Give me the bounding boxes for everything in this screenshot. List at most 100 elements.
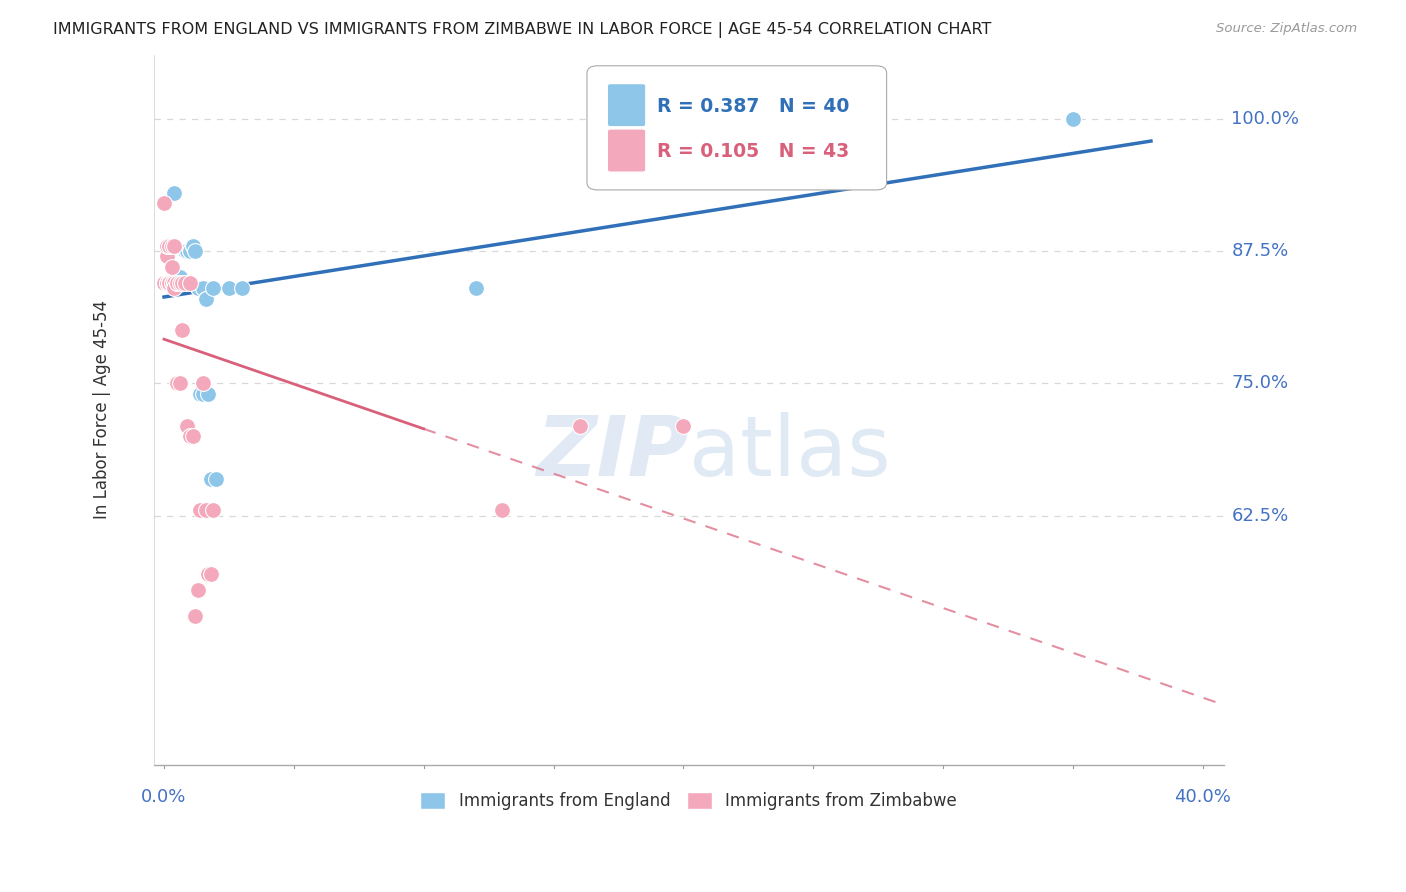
Point [172,276,194,290]
Point [568,418,591,433]
Point [173,244,195,258]
Point [187,281,209,295]
Point [187,582,209,597]
Point [153,276,176,290]
Point [173,276,195,290]
Point [169,270,191,285]
Point [160,276,183,290]
Point [184,609,207,624]
Point [166,276,188,290]
Text: R = 0.105   N = 43: R = 0.105 N = 43 [657,142,849,161]
Point [160,238,183,252]
Text: 0.0%: 0.0% [142,788,187,805]
Text: In Labor Force | Age 45-54: In Labor Force | Age 45-54 [93,301,111,519]
Point [1062,112,1084,126]
Point [179,276,201,290]
Point [156,249,179,263]
Point [194,503,217,517]
Point [176,244,198,258]
Point [157,276,180,290]
Text: 75.0%: 75.0% [1232,375,1288,392]
Text: ZIP: ZIP [536,412,689,493]
Point [179,244,201,258]
Point [156,238,179,252]
Point [176,418,198,433]
FancyBboxPatch shape [607,129,645,172]
Point [157,276,180,290]
Point [156,276,179,290]
Point [194,292,217,306]
Point [169,270,191,285]
Point [172,276,194,290]
Point [157,276,180,290]
Point [181,429,204,443]
Point [181,238,204,252]
Point [194,292,217,306]
Point [172,323,194,337]
Point [176,244,198,258]
Point [166,376,188,391]
Text: 87.5%: 87.5% [1232,242,1289,260]
Point [181,238,204,252]
Point [157,238,180,252]
Point [191,387,214,401]
Point [190,387,212,401]
Point [153,196,176,211]
Text: IMMIGRANTS FROM ENGLAND VS IMMIGRANTS FROM ZIMBABWE IN LABOR FORCE | AGE 45-54 C: IMMIGRANTS FROM ENGLAND VS IMMIGRANTS FR… [53,22,991,38]
Point [491,503,513,517]
Point [157,276,180,290]
Legend: Immigrants from England, Immigrants from Zimbabwe: Immigrants from England, Immigrants from… [413,785,963,816]
Point [202,281,225,295]
Point [163,276,186,290]
Text: 100.0%: 100.0% [1232,110,1299,128]
Point [160,260,183,274]
FancyBboxPatch shape [607,84,645,127]
Point [166,276,188,290]
Text: atlas: atlas [689,412,890,493]
Point [156,276,179,290]
Point [153,276,176,290]
Point [166,276,188,290]
Point [200,472,222,486]
Point [190,503,212,517]
Point [205,472,228,486]
Point [191,376,214,391]
Point [163,186,186,200]
Point [160,276,183,290]
Point [153,276,176,290]
Point [173,244,195,258]
Point [231,281,253,295]
Point [169,276,191,290]
Text: 40.0%: 40.0% [1174,788,1232,805]
Point [156,276,179,290]
Point [156,276,179,290]
Point [176,418,198,433]
Point [218,281,240,295]
Point [153,276,176,290]
FancyBboxPatch shape [586,66,887,190]
Point [184,244,207,258]
Point [179,244,201,258]
Point [179,429,201,443]
Point [160,276,183,290]
Point [166,276,188,290]
Point [163,276,186,290]
Point [163,238,186,252]
Point [672,418,695,433]
Point [160,276,183,290]
Point [153,276,176,290]
Text: Source: ZipAtlas.com: Source: ZipAtlas.com [1216,22,1357,36]
Point [191,281,214,295]
Point [163,281,186,295]
Point [172,276,194,290]
Text: 62.5%: 62.5% [1232,507,1289,524]
Point [197,566,219,581]
Text: R = 0.387   N = 40: R = 0.387 N = 40 [657,96,849,116]
Point [169,376,191,391]
Point [200,566,222,581]
Point [202,503,225,517]
Point [156,276,179,290]
Point [464,281,486,295]
Point [197,387,219,401]
Point [157,276,180,290]
